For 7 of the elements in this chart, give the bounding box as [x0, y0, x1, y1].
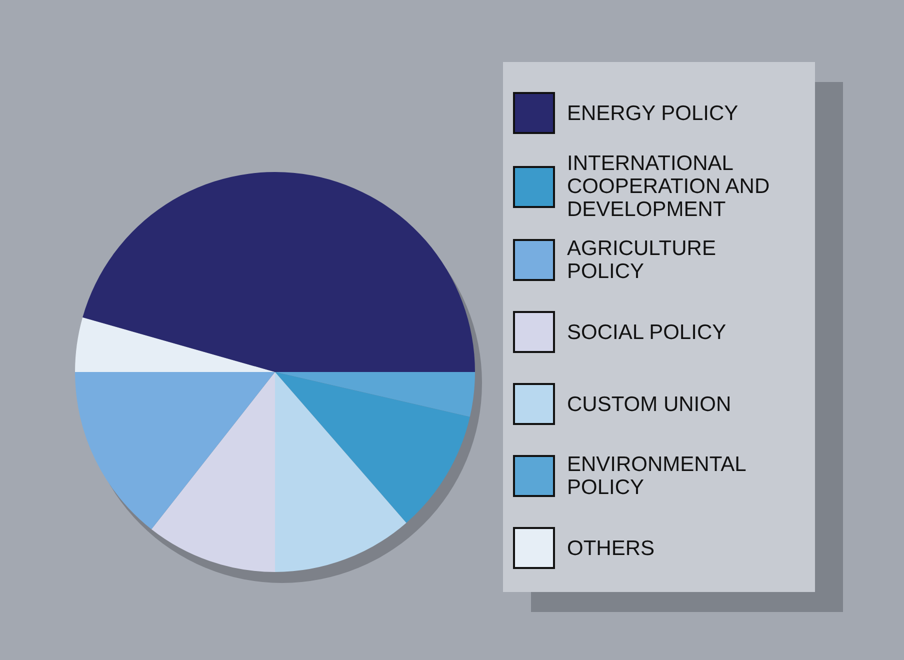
legend-label: ENVIRONMENTAL POLICY [567, 453, 747, 499]
legend-label: CUSTOM UNION [567, 392, 732, 416]
legend-label: ENERGY POLICY [567, 102, 740, 124]
legend-label: AGRICULTURE POLICY [567, 237, 717, 283]
legend-label: INTERNATIONAL COOPERATION AND DEVELOPMENT [567, 152, 771, 221]
legend-label: OTHERS [567, 536, 656, 560]
legend-label: SOCIAL POLICY [567, 320, 728, 344]
